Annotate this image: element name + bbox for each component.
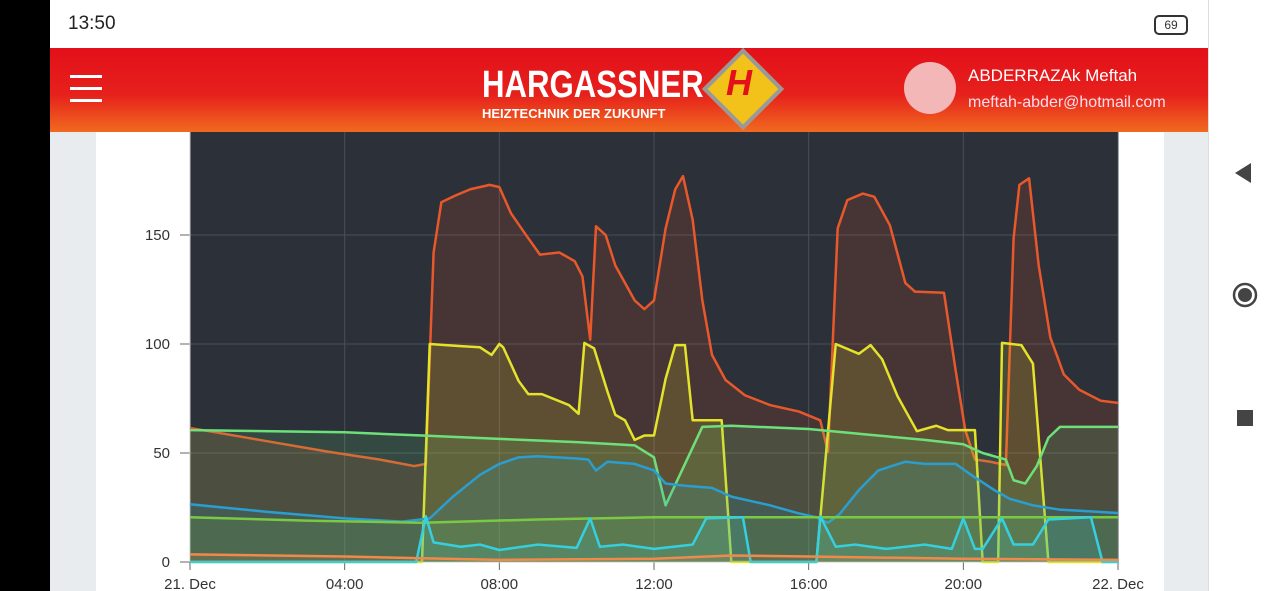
x-tick-label: 16:00 <box>790 576 828 591</box>
series-line <box>189 174 1119 468</box>
recents-button[interactable] <box>1237 410 1253 426</box>
nav-bar <box>1208 0 1280 591</box>
series-line <box>189 516 1118 525</box>
series-line <box>189 455 1119 525</box>
area-fill <box>190 425 1118 562</box>
status-bar: 13:50 69 <box>50 0 1208 48</box>
y-tick-label: 100 <box>145 336 170 353</box>
home-button[interactable] <box>1232 282 1258 308</box>
series-line <box>190 514 1118 564</box>
area-fill <box>190 516 1118 562</box>
y-tick-label: 150 <box>145 227 170 244</box>
brand: HARGASSNER <box>482 64 704 106</box>
home-dot <box>1238 288 1252 302</box>
x-tick-label: 22. Dec <box>1092 576 1144 591</box>
menu-button[interactable] <box>68 74 104 104</box>
avatar[interactable] <box>904 62 956 114</box>
logo-letter: H <box>726 62 752 103</box>
y-tick-label: 0 <box>162 554 170 571</box>
clock: 13:50 <box>68 13 116 34</box>
area-fill <box>190 554 1118 562</box>
app-header: HARGASSNER HEIZTECHNIK DER ZUKUNFT H ABD… <box>50 47 1208 132</box>
x-tick-label: 21. Dec <box>164 576 216 591</box>
area-fill <box>190 342 1118 562</box>
nav-icons <box>1232 163 1258 426</box>
x-tick-label: 04:00 <box>326 576 364 591</box>
series-line <box>189 424 1118 507</box>
user-email: meftah-abder@hotmail.com <box>968 94 1166 111</box>
x-tick-label: 08:00 <box>481 576 519 591</box>
tagline: HEIZTECHNIK DER ZUKUNFT <box>482 106 666 121</box>
back-button[interactable] <box>1235 163 1251 183</box>
user-name: ABDERRAZAk Meftah <box>968 66 1138 85</box>
x-tick-label: 12:00 <box>635 576 673 591</box>
series-line <box>190 341 1118 564</box>
y-tick-label: 50 <box>153 445 170 462</box>
x-tick-label: 20:00 <box>945 576 983 591</box>
battery: 69 <box>1154 15 1188 35</box>
series-line <box>189 553 1119 562</box>
